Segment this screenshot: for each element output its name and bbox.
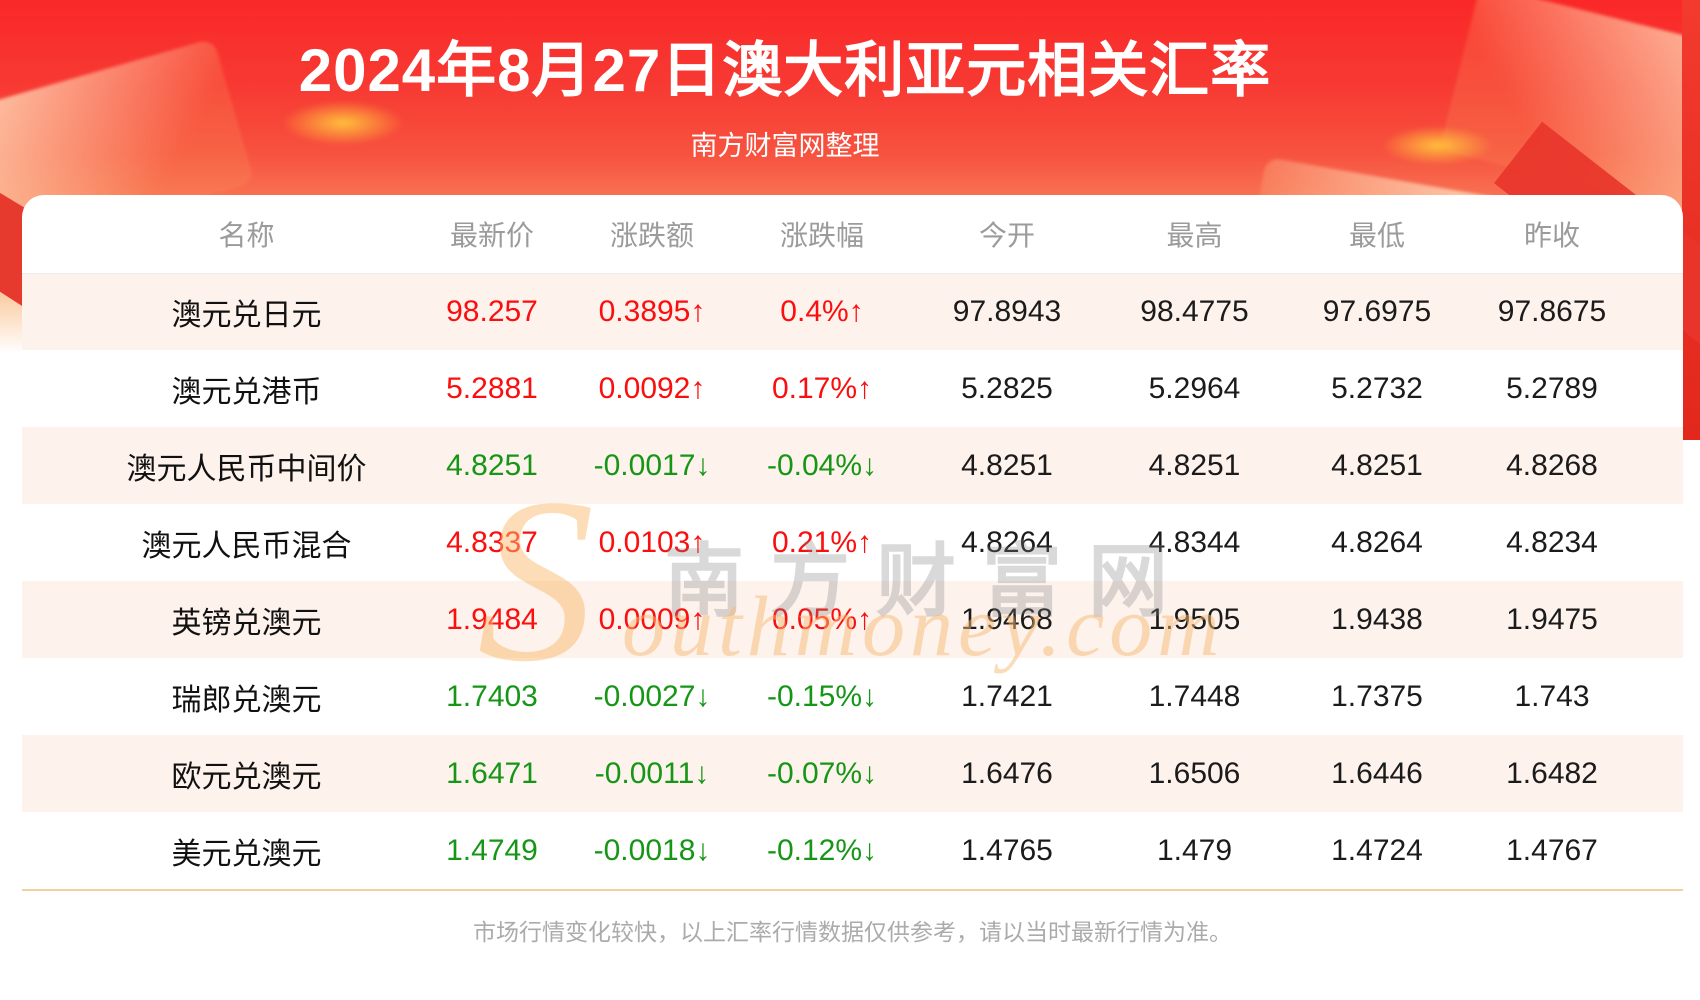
footer-divider xyxy=(22,889,1683,891)
cell-latest: 4.8251 xyxy=(446,448,538,482)
cell-spacer xyxy=(1637,427,1683,504)
column-header-7: 昨收 xyxy=(1467,195,1637,274)
page-subtitle: 南方财富网整理 xyxy=(690,131,880,161)
cell-open: 1.7421 xyxy=(961,679,1053,713)
cell-open: 1.6476 xyxy=(961,756,1053,790)
footer-note: 市场行情变化较快，以上汇率行情数据仅供参考，请以当时最新行情为准。 xyxy=(473,919,1232,945)
column-header-5: 最高 xyxy=(1102,195,1287,274)
column-header-spacer xyxy=(1637,195,1683,274)
cell-spacer xyxy=(1637,273,1683,350)
cell-open: 1.9468 xyxy=(961,602,1053,636)
cell-open: 4.8264 xyxy=(961,525,1053,559)
table-row: 欧元兑澳元 1.6471 -0.0011↓ -0.07%↓ 1.6476 1.6506 1.… xyxy=(22,735,1683,812)
cell-high: 1.7448 xyxy=(1148,679,1241,713)
cell-open: 1.4765 xyxy=(961,833,1053,867)
cell-spacer xyxy=(1637,350,1683,427)
cell-open: 4.8251 xyxy=(961,448,1053,482)
cell-spacer xyxy=(1637,581,1683,658)
cell-change: 0.0092↑ xyxy=(598,371,706,405)
cell-name: 澳元兑港币 xyxy=(171,375,322,409)
cell-spacer xyxy=(1637,504,1683,581)
cell-low: 1.7375 xyxy=(1331,679,1423,713)
cell-latest: 1.6471 xyxy=(446,756,538,790)
cell-name: 英镑兑澳元 xyxy=(171,606,322,640)
cell-name: 瑞郎兑澳元 xyxy=(171,683,322,717)
cell-name: 美元兑澳元 xyxy=(171,837,322,871)
cell-low: 1.9438 xyxy=(1331,602,1423,636)
rates-table-panel: 名称 最新价 涨跌额 涨跌幅 今开 最高 最低 昨收 澳元兑日元 98.257 0.3895↑ 0.… xyxy=(22,195,1683,1000)
cell-high: 1.479 xyxy=(1156,833,1233,867)
cell-latest: 4.8337 xyxy=(446,525,538,559)
cell-spacer xyxy=(1637,735,1683,812)
column-header-2: 涨跌额 xyxy=(572,195,732,274)
cell-change: 0.0103↑ xyxy=(598,525,706,559)
cell-name: 欧元兑澳元 xyxy=(171,760,322,794)
cell-change: 0.3895↑ xyxy=(598,294,706,328)
cell-name: 澳元人民币中间价 xyxy=(126,452,367,486)
cell-spacer xyxy=(1637,812,1683,889)
cell-high: 98.4775 xyxy=(1140,294,1249,328)
cell-latest: 5.2881 xyxy=(446,371,538,405)
cell-change_pct: -0.12%↓ xyxy=(766,833,878,867)
column-header-6: 最低 xyxy=(1287,195,1467,274)
cell-change: -0.0011↓ xyxy=(594,756,710,790)
cell-change_pct: 0.4%↑ xyxy=(780,294,864,328)
cell-change_pct: 0.17%↑ xyxy=(771,371,873,405)
cell-high: 4.8251 xyxy=(1148,448,1241,482)
cell-high: 1.9505 xyxy=(1148,602,1241,636)
cell-low: 1.6446 xyxy=(1331,756,1423,790)
column-header-4: 今开 xyxy=(912,195,1102,274)
table-header-row: 名称 最新价 涨跌额 涨跌幅 今开 最高 最低 昨收 xyxy=(22,195,1683,274)
cell-latest: 1.9484 xyxy=(446,602,538,636)
cell-change_pct: 0.21%↑ xyxy=(771,525,873,559)
column-header-0: 名称 xyxy=(22,195,412,274)
cell-latest: 98.257 xyxy=(446,294,538,328)
cell-high: 5.2964 xyxy=(1148,371,1241,405)
rates-table: 名称 最新价 涨跌额 涨跌幅 今开 最高 最低 昨收 澳元兑日元 98.257 0.3895↑ 0.… xyxy=(22,195,1683,889)
cell-change_pct: -0.15%↓ xyxy=(766,679,878,713)
cell-change: -0.0017↓ xyxy=(593,448,711,482)
table-row: 澳元人民币混合 4.8337 0.0103↑ 0.21%↑ 4.8264 4.8344 4.… xyxy=(22,504,1683,581)
table-row: 美元兑澳元 1.4749 -0.0018↓ -0.12%↓ 1.4765 1.479 1.4… xyxy=(22,812,1683,889)
cell-prev_close: 1.4767 xyxy=(1506,833,1598,867)
cell-high: 4.8344 xyxy=(1148,525,1241,559)
cell-change: 0.0009↑ xyxy=(598,602,706,636)
cell-high: 1.6506 xyxy=(1148,756,1241,790)
cell-low: 1.4724 xyxy=(1331,833,1423,867)
cell-latest: 1.4749 xyxy=(446,833,538,867)
table-row: 瑞郎兑澳元 1.7403 -0.0027↓ -0.15%↓ 1.7421 1.7448 1.… xyxy=(22,658,1683,735)
cell-low: 4.8264 xyxy=(1331,525,1423,559)
cell-name: 澳元人民币混合 xyxy=(141,529,352,563)
cell-change_pct: -0.07%↓ xyxy=(766,756,878,790)
table-row: 澳元兑港币 5.2881 0.0092↑ 0.17%↑ 5.2825 5.2964 5.27… xyxy=(22,350,1683,427)
column-header-3: 涨跌幅 xyxy=(732,195,912,274)
cell-low: 97.6975 xyxy=(1322,294,1432,328)
cell-spacer xyxy=(1637,658,1683,735)
table-row: 澳元人民币中间价 4.8251 -0.0017↓ -0.04%↓ 4.8251 4.825… xyxy=(22,427,1683,504)
cell-change: -0.0027↓ xyxy=(593,679,711,713)
cell-prev_close: 1.743 xyxy=(1514,679,1590,713)
cell-prev_close: 1.6482 xyxy=(1506,756,1598,790)
cell-prev_close: 5.2789 xyxy=(1506,371,1598,405)
cell-open: 5.2825 xyxy=(961,371,1053,405)
table-row: 澳元兑日元 98.257 0.3895↑ 0.4%↑ 97.8943 98.4775 97.… xyxy=(22,273,1683,350)
cell-low: 4.8251 xyxy=(1331,448,1423,482)
cell-prev_close: 4.8268 xyxy=(1506,448,1598,482)
cell-name: 澳元兑日元 xyxy=(171,298,322,332)
cell-change_pct: 0.05%↑ xyxy=(771,602,873,636)
cell-prev_close: 4.8234 xyxy=(1506,525,1598,559)
cell-change: -0.0018↓ xyxy=(593,833,711,867)
column-header-1: 最新价 xyxy=(412,195,572,274)
cell-prev_close: 1.9475 xyxy=(1506,602,1598,636)
page-title: 2024年8月27日澳大利亚元相关汇率 xyxy=(298,37,1272,104)
table-row: 英镑兑澳元 1.9484 0.0009↑ 0.05%↑ 1.9468 1.9505 1.94… xyxy=(22,581,1683,658)
cell-prev_close: 97.8675 xyxy=(1497,294,1607,328)
cell-change_pct: -0.04%↓ xyxy=(766,448,878,482)
cell-open: 97.8943 xyxy=(952,294,1062,328)
cell-latest: 1.7403 xyxy=(446,679,538,713)
cell-low: 5.2732 xyxy=(1331,371,1423,405)
